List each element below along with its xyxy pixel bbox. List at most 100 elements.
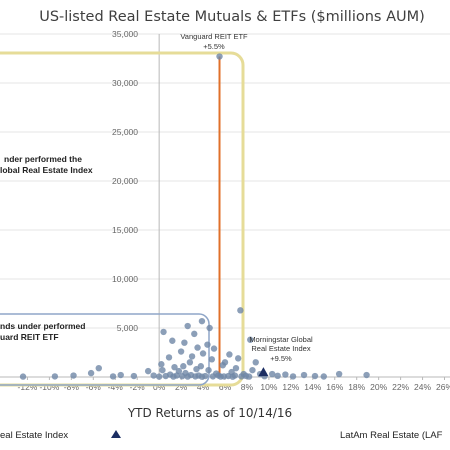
- data-point: [170, 373, 177, 380]
- data-point: [181, 339, 188, 346]
- data-point: [51, 373, 59, 380]
- x-tick-label: 12%: [282, 382, 299, 392]
- data-points: [19, 53, 370, 380]
- y-tick-label: 15,000: [112, 225, 138, 235]
- data-point: [184, 322, 191, 330]
- data-point: [191, 330, 198, 338]
- data-point: [144, 367, 152, 375]
- data-point: [205, 366, 212, 374]
- data-point: [165, 354, 173, 361]
- x-tick-label: 4%: [197, 382, 210, 392]
- y-axis: 5,000 10,000 15,000 20,000 25,000 30,000 35,00…: [112, 29, 160, 377]
- data-point: [289, 373, 297, 380]
- x-tick-label: 22%: [392, 382, 409, 392]
- data-point: [204, 341, 211, 348]
- x-tick-label: 16%: [326, 382, 343, 392]
- morningstar-return-label: +9.5%: [270, 354, 292, 363]
- data-point: [95, 364, 102, 372]
- legend: eal Estate Index LatAm Real Estate (LAF: [0, 430, 443, 441]
- data-point: [245, 373, 253, 380]
- data-point: [363, 371, 370, 379]
- benchmark-triangle: [258, 367, 269, 377]
- data-point: [184, 373, 191, 380]
- morningstar-label-2: Real Estate Index: [251, 344, 310, 353]
- data-point: [159, 366, 166, 374]
- grid: [0, 33, 450, 329]
- data-point: [274, 372, 281, 380]
- x-tick-label: 0%: [153, 382, 166, 392]
- small-box-text: nds under performed: [0, 321, 85, 331]
- data-point: [169, 337, 176, 344]
- data-point: [150, 372, 157, 379]
- data-point: [232, 364, 240, 372]
- data-point: [117, 371, 124, 379]
- x-tick-label: 2%: [175, 382, 188, 392]
- data-point: [19, 373, 27, 380]
- y-tick-label: 25,000: [112, 127, 138, 137]
- x-tick-label: -12%: [18, 382, 38, 392]
- legend-triangle-icon: [111, 430, 121, 438]
- vanguard-return-label: +5.5%: [203, 42, 225, 51]
- data-point: [188, 353, 196, 360]
- x-tick-label: 20%: [370, 382, 387, 392]
- data-point: [282, 371, 289, 378]
- data-point: [160, 328, 167, 336]
- x-tick-label: -8%: [64, 382, 80, 392]
- data-point: [193, 365, 200, 373]
- x-tick-label: -6%: [86, 382, 102, 392]
- x-tick-label: -2%: [130, 382, 146, 392]
- data-point: [186, 359, 194, 366]
- data-point: [171, 364, 178, 371]
- data-point: [311, 372, 319, 380]
- y-tick-label: 30,000: [112, 78, 138, 88]
- data-point: [300, 371, 308, 379]
- data-point: [217, 373, 224, 380]
- chart-title: US-listed Real Estate Mutuals & ETFs ($m…: [39, 9, 425, 25]
- small-box-text-2: uard REIT ETF: [0, 332, 59, 342]
- data-point: [199, 350, 207, 357]
- y-tick-label: 5,000: [117, 323, 139, 333]
- data-point: [208, 356, 216, 363]
- x-tick-label: 26%: [436, 382, 450, 392]
- data-point: [178, 373, 186, 380]
- x-tick-label: 14%: [304, 382, 321, 392]
- y-tick-label: 10,000: [112, 274, 138, 284]
- morningstar-label: Morningstar Global: [249, 335, 313, 344]
- vanguard-label: Vanguard REIT ETF: [180, 32, 248, 41]
- data-point: [206, 324, 213, 332]
- data-point: [70, 372, 77, 379]
- data-point: [252, 359, 259, 366]
- legend-label-latam: LatAm Real Estate (LAF: [340, 430, 443, 441]
- data-point: [158, 361, 165, 368]
- data-point: [209, 373, 217, 380]
- data-point: [335, 370, 343, 378]
- data-point: [240, 370, 247, 378]
- x-tick-label: 8%: [241, 382, 254, 392]
- highlight-boxes: [0, 51, 245, 387]
- data-point: [234, 355, 242, 362]
- y-tick-label: 20,000: [112, 176, 138, 186]
- data-point: [180, 363, 187, 370]
- data-point: [177, 348, 185, 355]
- data-point: [87, 369, 95, 377]
- data-point: [210, 345, 218, 352]
- data-point: [237, 307, 244, 314]
- data-point: [216, 53, 223, 60]
- x-tick-label: 18%: [348, 382, 365, 392]
- annotations: Vanguard REIT ETF+5.5% Morningstar Global…: [0, 32, 313, 363]
- big-box-text-2: lobal Real Estate Index: [0, 165, 93, 175]
- data-point: [320, 373, 327, 380]
- data-point: [219, 362, 227, 369]
- x-tick-label: 6%: [219, 382, 232, 392]
- data-point: [194, 344, 201, 351]
- data-point: [155, 373, 163, 380]
- data-point: [198, 373, 206, 380]
- data-point: [130, 372, 138, 380]
- data-point: [268, 370, 276, 378]
- x-axis-label: YTD Returns as of 10/14/16: [127, 406, 292, 420]
- data-point: [226, 351, 233, 358]
- big-box-text: nder performed the: [4, 154, 82, 164]
- x-tick-label: -10%: [39, 382, 59, 392]
- x-tick-label: -4%: [108, 382, 124, 392]
- data-point: [247, 336, 254, 343]
